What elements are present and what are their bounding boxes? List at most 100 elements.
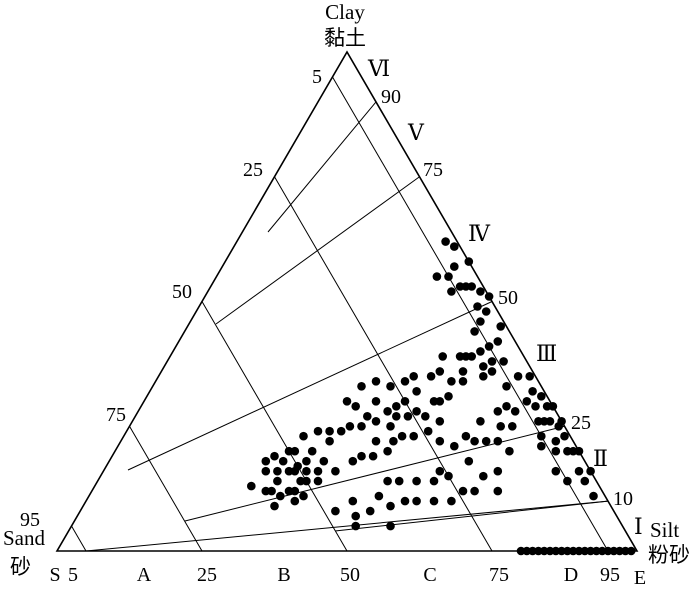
sample-points [247,237,636,556]
sample-point [560,431,569,441]
sample-point [476,347,485,356]
sample-point [313,476,323,486]
clay-tick-5: 5 [312,66,322,88]
base-tick-75: 75 [489,564,509,586]
sample-point [325,436,334,446]
sample-point [342,397,352,406]
boundary-line [85,500,609,552]
zone-label-IV: Ⅳ [468,221,491,246]
sample-point [302,466,311,476]
sample-point [502,382,511,391]
sample-point [444,272,453,281]
sample-point [357,382,366,391]
sample-point [386,501,395,511]
sample-point [528,387,537,396]
sample-point [403,412,413,421]
sample-point [351,511,361,521]
silt-tick-25: 25 [571,412,591,434]
sample-point [435,397,445,406]
sample-point [423,426,433,436]
sample-point [473,302,482,311]
boundary-line [267,101,377,233]
sample-point [476,317,485,326]
sample-point [496,322,506,331]
sample-point [325,426,334,436]
boundary-line [274,176,493,552]
sample-point [412,496,421,506]
base-zone-C: C [423,564,436,586]
sample-point [493,436,503,446]
sample-point [392,402,401,411]
sample-point [290,496,300,506]
sample-point [493,337,503,346]
sample-point [386,521,395,531]
sample-point [458,377,468,386]
base-zone-E: E [634,567,646,589]
sample-point [525,372,534,381]
sample-point [276,491,285,501]
sample-point [247,481,256,491]
sample-point [476,287,485,296]
sample-point [365,506,375,516]
sample-point [302,456,311,466]
sample-point [447,496,456,506]
sample-point [450,242,459,251]
silt-tick-50: 50 [498,287,518,309]
boundary-line [71,525,87,552]
sample-point [455,282,465,291]
sample-point [435,466,445,476]
sample-point [273,466,282,476]
sand-vertex-label-cn: 砂 [10,555,31,579]
silt-tick-90: 90 [381,86,401,108]
sample-point [493,486,503,496]
sample-point [450,441,459,451]
zone-label-III: Ⅲ [536,341,557,366]
clay-tick-50: 50 [172,281,192,303]
sample-point [389,436,398,446]
sample-point [374,491,384,501]
sample-point [568,446,578,456]
sand-vertex-label: Sand [3,526,46,550]
sample-point [586,466,595,476]
sample-point [261,486,271,496]
sample-point [470,486,479,496]
sample-point [290,486,300,496]
zone-label-V: Ⅴ [407,120,425,145]
sample-point [522,397,532,406]
sample-point [534,417,543,426]
silt-tick-75: 75 [423,159,443,181]
sample-point [357,451,366,461]
boundary-line [201,301,348,552]
sample-point [412,387,421,396]
sample-point [426,372,436,381]
sample-point [510,407,520,416]
sample-point [307,446,317,456]
zone-label-II: Ⅱ [593,446,608,471]
sample-point [487,367,497,376]
sample-point [348,496,358,506]
sample-point [508,422,517,431]
sample-point [383,407,392,416]
base-tick-25: 25 [197,564,217,586]
sample-point [409,431,419,441]
sample-point [551,466,561,476]
sample-point [371,377,381,386]
boundary-line [215,176,420,325]
sample-point [261,456,271,466]
sample-point [505,446,514,456]
sample-point [345,422,355,431]
sample-point [278,456,288,466]
sample-point [296,476,305,486]
sample-point [351,402,361,411]
sample-point [400,397,410,406]
sample-point [409,372,419,381]
base-zone-S: S [49,564,60,586]
sample-point [336,426,346,436]
sample-point [481,307,491,316]
sample-point [458,367,468,376]
sample-point [397,431,407,441]
sample-point [290,446,300,456]
sample-point [574,466,584,476]
sample-point [371,436,381,446]
sample-point [444,471,453,481]
